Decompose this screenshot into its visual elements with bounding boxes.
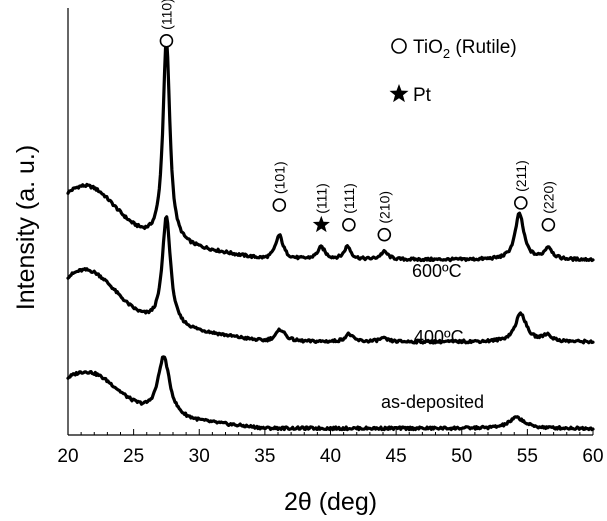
peak-index-label: (220) (540, 181, 556, 214)
x-axis-title: 2θ (deg) (284, 488, 377, 516)
legend-star-marker (389, 84, 409, 103)
x-tick-label: 60 (582, 446, 603, 467)
series-curves (66, 38, 595, 432)
x-tick-label: 20 (57, 446, 78, 467)
peak-index-label: (110) (158, 0, 174, 30)
y-axis-title: Intensity (a. u.) (12, 145, 40, 310)
peak-index-label: (101) (271, 161, 287, 194)
series-curve (66, 355, 595, 432)
peak-index-label: (210) (376, 191, 392, 224)
rutile-circle-marker (272, 198, 287, 212)
series-label: 400ºC (414, 327, 464, 347)
legend-label-pt: Pt (413, 85, 432, 106)
x-tick-label: 45 (386, 446, 407, 467)
x-tick-label: 30 (189, 446, 210, 467)
peak-annotations: (110) (101) (111) (111) (210) (211) (220) (158, 0, 556, 242)
legend-label-suffix: (Rutile) (450, 37, 517, 58)
legend-label-rutile: TiO2 (Rutile) (413, 37, 517, 61)
series-curve (66, 38, 595, 263)
peak-index-label: (111) (341, 183, 357, 214)
peak-index-label: (111) (313, 183, 329, 214)
x-tick-label: 25 (123, 446, 144, 467)
rutile-circle-marker (159, 34, 174, 48)
legend: TiO2 (Rutile) Pt (389, 37, 517, 106)
rutile-circle-marker (514, 196, 528, 210)
series-curve (66, 215, 595, 345)
series-labels: 600ºC 400ºC as-deposited (381, 261, 484, 412)
peak-index-label: (211) (513, 160, 529, 192)
x-tick-label: 40 (320, 446, 341, 467)
rutile-circle-marker (541, 217, 556, 232)
x-tick-label: 55 (517, 446, 538, 467)
x-axis: 20 25 30 35 40 45 50 55 60 (57, 8, 604, 467)
rutile-circle-marker (342, 217, 356, 232)
x-tick-label: 35 (254, 446, 275, 467)
legend-label-main: TiO (413, 37, 443, 58)
legend-label-subscript: 2 (443, 46, 450, 61)
series-label: as-deposited (381, 392, 484, 412)
pt-star-marker (312, 215, 330, 233)
x-tick-label: 50 (451, 446, 472, 467)
rutile-circle-marker (377, 227, 392, 242)
series-label: 600ºC (412, 261, 462, 281)
legend-circle-marker (391, 38, 407, 54)
